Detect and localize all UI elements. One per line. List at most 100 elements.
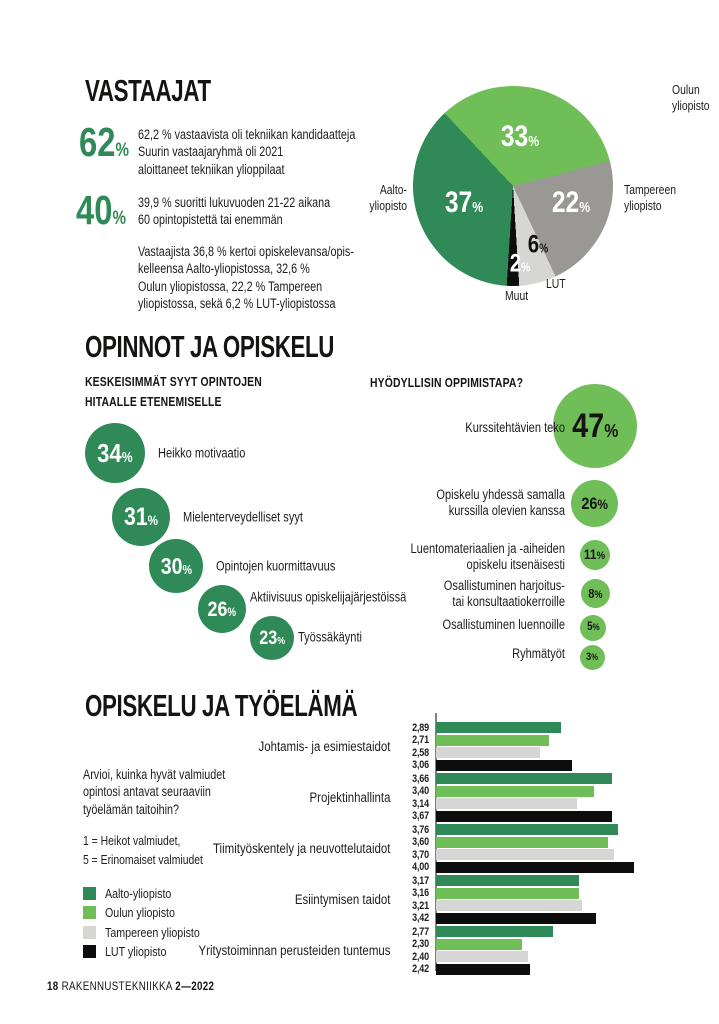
bar-row: 3,76 bbox=[399, 824, 700, 836]
bar-row: 3,67 bbox=[399, 810, 700, 822]
slow-progress-heading: KESKEISIMMÄT SYYT OPINTOJEN HITAALLE ETE… bbox=[85, 372, 262, 412]
bubble-label: Luentomateriaalien ja -aiheiden opiskelu… bbox=[372, 541, 565, 574]
magazine-name: RAKENNUSTEKNIIKKA bbox=[61, 981, 173, 993]
section-title-opinnot: OPINNOT JA OPISKELU bbox=[85, 329, 335, 364]
bar-category-label: Projektinhallinta bbox=[309, 789, 391, 805]
bar-segment bbox=[436, 747, 541, 758]
pie-slice-label-aalto: 37% bbox=[445, 188, 483, 218]
pie-value: 22 bbox=[551, 186, 580, 219]
text-line: Suurin vastaajaryhmä oli 2021 bbox=[138, 144, 284, 160]
issue-number: 2—2022 bbox=[175, 981, 215, 993]
text-line: opiskelu itsenäisesti bbox=[466, 557, 565, 573]
legend-item-oulu: Oulun yliopisto bbox=[83, 903, 221, 922]
bar-value-label: 3,60 bbox=[412, 836, 429, 848]
text-line: Luentomateriaalien ja -aiheiden bbox=[410, 541, 565, 556]
bubble-number: 11 bbox=[584, 546, 597, 563]
bubble-value: 26% bbox=[581, 495, 608, 512]
bar-segment bbox=[436, 836, 608, 848]
bar-value-label: 2,30 bbox=[412, 938, 429, 950]
text-line: kurssilla olevien kanssa bbox=[448, 503, 565, 519]
bubble-label: Ryhmätyöt bbox=[372, 646, 565, 662]
bar-segment bbox=[436, 875, 580, 886]
bubble-number: 30 bbox=[160, 552, 183, 579]
learning-method-heading: HYÖDYLLISIN OPPIMISTAPA? bbox=[370, 375, 524, 390]
bar-rows: 2,77 2,30 2,40 2,42 bbox=[399, 926, 700, 975]
bar-category-label: Esiintymisen taidot bbox=[294, 891, 391, 907]
bar-rows: 3,66 3,40 3,14 3,67 bbox=[399, 773, 700, 822]
text-line: työelämän taitoihin? bbox=[83, 801, 180, 817]
percent-sign: % bbox=[521, 260, 531, 275]
pie-value: 2 bbox=[509, 249, 522, 278]
legend-swatch bbox=[83, 945, 96, 959]
legend-label: LUT yliopisto bbox=[105, 944, 167, 960]
bubble-11pct: 11% bbox=[580, 540, 610, 570]
bar-track bbox=[436, 938, 700, 950]
bar-row: 3,21 bbox=[399, 900, 700, 912]
bubble-23: 23% bbox=[250, 616, 294, 660]
pie-ext-label-oulu: Oulun yliopisto bbox=[672, 82, 710, 113]
bar-track bbox=[436, 722, 700, 733]
percent-sign: % bbox=[597, 496, 608, 512]
pie-value: 33 bbox=[500, 120, 529, 153]
text-line: yliopisto bbox=[672, 97, 710, 113]
bar-category-label: Tiimityöskentely ja neuvottelutaidot bbox=[212, 840, 391, 856]
text-line: 39,9 % suoritti lukuvuoden 21-22 aikana bbox=[138, 195, 331, 210]
percent-sign: % bbox=[115, 140, 130, 161]
bar-chart-group: Esiintymisen taidot 3,17 3,16 3,21 3,42 bbox=[137, 875, 700, 924]
bar-track bbox=[436, 912, 700, 924]
bar-row: 3,14 bbox=[399, 797, 700, 810]
bar-row: 3,06 bbox=[399, 759, 700, 771]
bar-rows: 2,89 2,71 2,58 3,06 bbox=[399, 722, 700, 771]
bar-value-label: 3,16 bbox=[412, 887, 429, 899]
bubble-47: 47% bbox=[553, 384, 637, 468]
text-line: kelleensa Aalto-yliopistossa, 32,6 % bbox=[138, 261, 310, 277]
bar-segment bbox=[436, 951, 529, 962]
percent-sign: % bbox=[579, 199, 591, 216]
bar-category-label: Johtamis- ja esimiestaidot bbox=[258, 738, 391, 754]
bar-segment bbox=[436, 773, 612, 784]
bubble-label: Osallistuminen harjoitus- tai konsultaat… bbox=[372, 578, 565, 611]
bubble-34: 34% bbox=[85, 423, 145, 483]
text-line: Muut bbox=[505, 288, 529, 303]
bubble-number: 26 bbox=[207, 597, 228, 621]
bar-segment bbox=[436, 759, 572, 771]
percent-sign: % bbox=[121, 450, 133, 466]
bar-value-label: 3,67 bbox=[412, 810, 429, 822]
bar-track bbox=[436, 849, 700, 860]
bar-chart-group: Projektinhallinta 3,66 3,40 3,14 3,67 bbox=[137, 773, 700, 822]
pie-slice-label-lut: 6% bbox=[528, 232, 549, 258]
bar-row: 4,00 bbox=[399, 861, 700, 873]
bubble-number: 34 bbox=[97, 438, 122, 468]
bar-category-label: Yritystoiminnan perusteiden tuntemus bbox=[198, 942, 391, 958]
scale-explanation: 1 = Heikot valmiudet, 5 = Erinomaiset va… bbox=[83, 832, 203, 869]
text-line: Arvioi, kuinka hyvät valmiudet bbox=[83, 767, 226, 782]
bar-row: 3,17 bbox=[399, 875, 700, 887]
bubble-5pct: 5% bbox=[580, 615, 606, 641]
bar-segment bbox=[436, 912, 596, 924]
percent-sign: % bbox=[182, 562, 192, 577]
bar-row: 2,42 bbox=[399, 963, 700, 975]
percent-sign: % bbox=[591, 652, 599, 662]
bar-value-label: 3,14 bbox=[412, 797, 429, 810]
bar-track bbox=[436, 836, 700, 848]
bubble-value: 3% bbox=[586, 652, 598, 663]
bar-segment bbox=[436, 849, 615, 860]
bar-chart-legend: Aalto-yliopisto Oulun yliopisto Tamperee… bbox=[83, 884, 221, 961]
percent-sign: % bbox=[594, 588, 603, 601]
bar-segment bbox=[436, 861, 634, 873]
bubble-number: 31 bbox=[123, 502, 148, 531]
text-line: 1 = Heikot valmiudet, bbox=[83, 833, 181, 848]
pie-slice-label-muut: 2% bbox=[509, 249, 531, 278]
bar-row: 2,40 bbox=[399, 951, 700, 963]
bar-rows: 3,17 3,16 3,21 3,42 bbox=[399, 875, 700, 924]
bar-row: 3,60 bbox=[399, 836, 700, 848]
bubble-label: Työssäkäynti bbox=[298, 629, 362, 645]
bar-row: 2,58 bbox=[399, 747, 700, 759]
legend-label: Oulun yliopisto bbox=[105, 905, 175, 921]
bubble-label: Opiskelu yhdessä samalla kurssilla olevi… bbox=[372, 487, 565, 520]
stat-40-number: 40 bbox=[76, 187, 113, 233]
stat-62-text: 62,2 % vastaavista oli tekniikan kandida… bbox=[138, 126, 355, 178]
skills-intro-text: Arvioi, kuinka hyvät valmiudet opintosi … bbox=[83, 766, 225, 818]
bubble-number: 47 bbox=[571, 407, 605, 445]
text-line: 5 = Erinomaiset valmiudet bbox=[83, 851, 203, 867]
